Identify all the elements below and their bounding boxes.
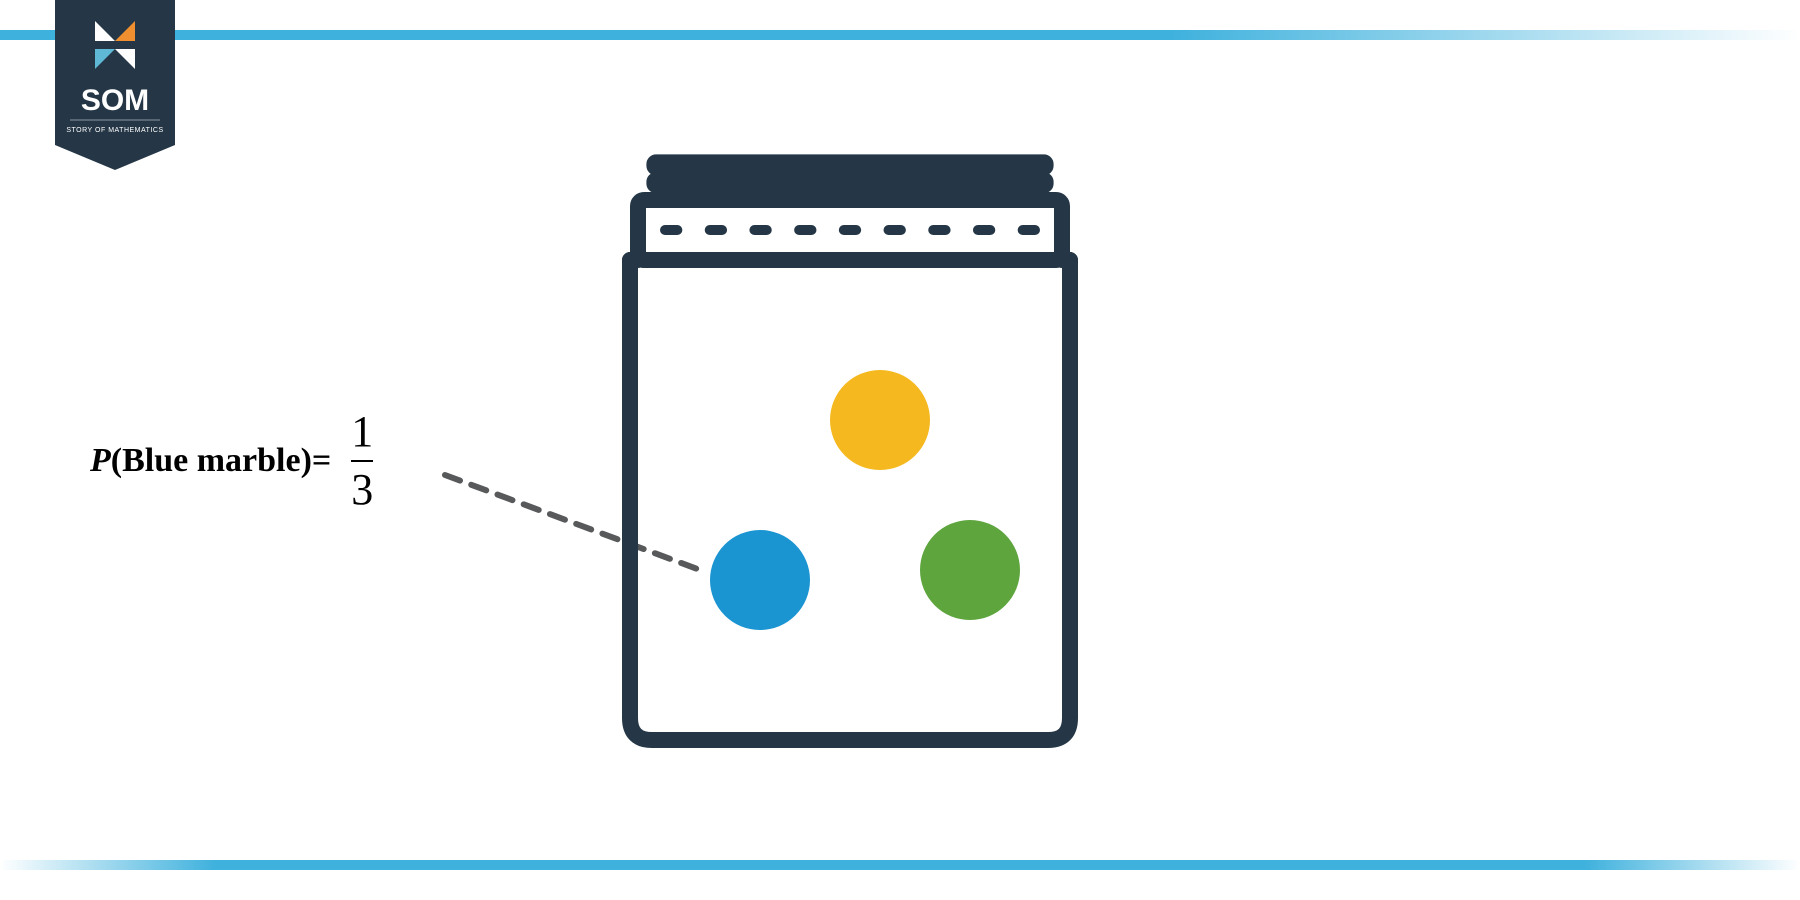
- marble-yellow: [830, 370, 930, 470]
- diagram-canvas: SOM STORY OF MATHEMATICS P(Blue marble)=…: [0, 0, 1800, 900]
- main-diagram-svg: [0, 0, 1800, 900]
- marble-green: [920, 520, 1020, 620]
- marble-blue: [710, 530, 810, 630]
- pointer-line: [445, 475, 700, 570]
- marbles-group: [710, 370, 1020, 630]
